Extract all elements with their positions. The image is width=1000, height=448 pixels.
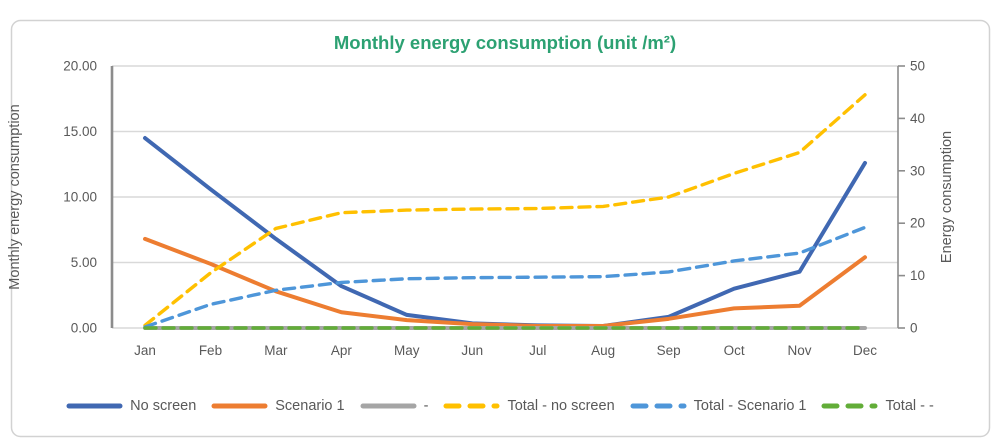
series-line-1 [143, 236, 867, 329]
legend-marker-solid-line [211, 403, 268, 409]
x-axis-label: Jul [529, 343, 546, 358]
right-tick-label: 40 [910, 111, 925, 126]
legend-label: Total - Scenario 1 [693, 398, 807, 414]
legend-item-4: Total - Scenario 1 [630, 398, 807, 414]
chart-legend: No screen Scenario 1 - Total - no screen Tot… [14, 390, 986, 422]
right-tick-label: 30 [910, 163, 925, 178]
x-axis-label: Jun [461, 343, 483, 358]
legend-label: Total - - [885, 398, 934, 414]
legend-marker-dashed-line [630, 403, 687, 409]
left-tick-label: 10.00 [63, 190, 97, 205]
legend-marker-solid-line [66, 403, 123, 409]
x-axis-label: Apr [331, 343, 353, 358]
x-axis-label: Sep [657, 343, 681, 358]
legend-marker-solid-line [360, 403, 417, 409]
legend-marker-dashed-line [821, 403, 878, 409]
x-axis-label: Mar [264, 343, 288, 358]
legend-label: Total - no screen [507, 398, 615, 414]
legend-marker-dashed-line [443, 403, 500, 409]
right-tick-label: 10 [910, 268, 925, 283]
legend-item-5: Total - - [821, 398, 934, 414]
x-axis-label: Aug [591, 343, 615, 358]
legend-item-1: Scenario 1 [211, 398, 345, 414]
right-tick-label: 50 [910, 59, 925, 74]
legend-label: Scenario 1 [275, 398, 345, 414]
legend-label: No screen [130, 398, 197, 414]
left-tick-label: 15.00 [63, 124, 97, 139]
x-axis-label: May [394, 343, 420, 358]
left-axis-title: Monthly energy consumption [7, 104, 23, 289]
right-tick-label: 20 [910, 216, 925, 231]
chart-title: Monthly energy consumption (unit /m²) [334, 32, 676, 53]
legend-label: - [423, 398, 429, 414]
left-tick-label: 20.00 [63, 59, 97, 74]
left-tick-label: 5.00 [71, 255, 97, 270]
right-tick-label: 0 [910, 321, 918, 336]
legend-item-0: No screen [66, 398, 196, 414]
legend-item-3: Total - no screen [443, 398, 615, 414]
series-line-4 [143, 225, 867, 329]
legend-item-2: - [360, 398, 429, 414]
x-axis-label: Oct [724, 343, 745, 358]
x-axis-label: Nov [788, 343, 812, 358]
x-axis-label: Jan [134, 343, 156, 358]
series-line-3 [143, 93, 867, 328]
x-axis-label: Dec [853, 343, 877, 358]
x-axis-label: Feb [199, 343, 222, 358]
right-axis-title: Energy consumption [939, 131, 955, 263]
chart-border [10, 19, 991, 438]
left-tick-label: 0.00 [71, 321, 97, 336]
